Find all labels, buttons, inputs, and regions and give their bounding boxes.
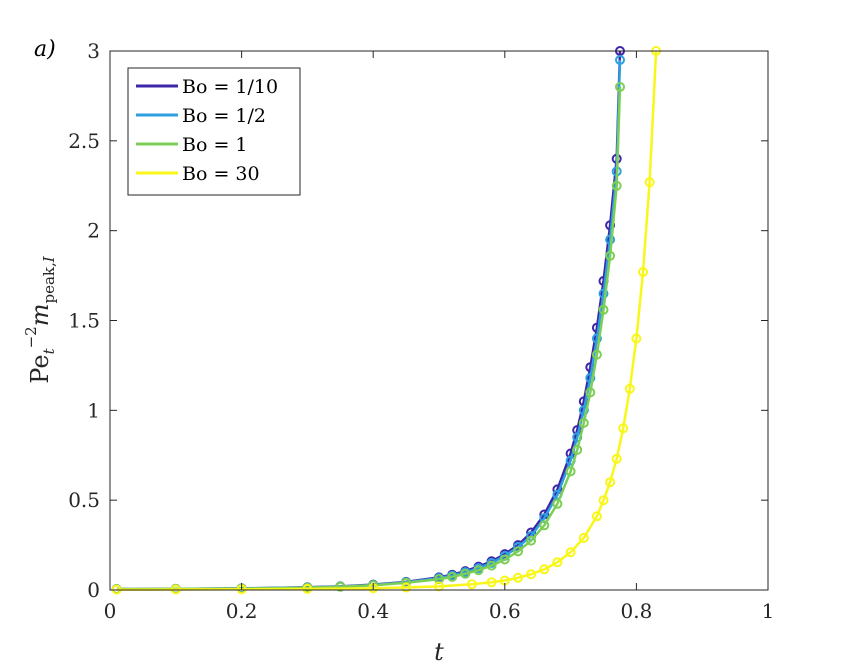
legend-label: Bo = 1/2 bbox=[182, 105, 266, 127]
data-point bbox=[578, 405, 589, 416]
data-point bbox=[611, 453, 622, 464]
data-point bbox=[585, 387, 596, 398]
x-tick-label: 0 bbox=[104, 599, 117, 623]
data-point bbox=[585, 373, 596, 383]
legend-label: Bo = 30 bbox=[182, 163, 260, 185]
data-point bbox=[335, 581, 346, 592]
data-point bbox=[611, 180, 622, 191]
series-line bbox=[116, 50, 658, 591]
y-axis-label: Pet−2mpeak,I bbox=[22, 255, 58, 383]
y-tick-label: 0.5 bbox=[68, 488, 100, 512]
x-tick-label: 1 bbox=[762, 599, 775, 623]
data-point bbox=[401, 582, 412, 593]
y-tick-label: 0 bbox=[87, 578, 100, 602]
data-point bbox=[539, 520, 550, 531]
data-point bbox=[552, 557, 563, 568]
data-point bbox=[552, 498, 563, 509]
y-tick-label: 2 bbox=[87, 219, 100, 243]
data-point bbox=[591, 511, 602, 522]
data-point bbox=[615, 55, 625, 65]
legend-label: Bo = 1/10 bbox=[182, 76, 278, 98]
data-point bbox=[615, 81, 625, 92]
x-tick-label: 0.8 bbox=[620, 599, 652, 623]
data-point bbox=[624, 383, 635, 394]
data-point bbox=[578, 532, 589, 543]
data-point bbox=[466, 579, 477, 590]
data-point bbox=[565, 466, 576, 477]
series-3 bbox=[111, 46, 662, 595]
y-tick-labels: 0 0.5 1 1.5 2 2.5 3 bbox=[68, 39, 100, 602]
data-point bbox=[565, 547, 576, 558]
data-point bbox=[499, 554, 510, 565]
y-tick-label: 2.5 bbox=[68, 129, 100, 153]
x-tick-labels: 0 0.2 0.4 0.6 0.8 1 bbox=[104, 599, 775, 623]
data-point bbox=[473, 565, 484, 576]
series-layer bbox=[111, 46, 662, 595]
data-point bbox=[526, 569, 537, 580]
x-tick-label: 0.4 bbox=[357, 599, 389, 623]
data-point bbox=[526, 535, 537, 546]
x-tick-label: 0.2 bbox=[226, 599, 258, 623]
y-tick-label: 1.5 bbox=[68, 309, 100, 333]
data-point bbox=[605, 250, 616, 261]
data-point bbox=[591, 349, 602, 360]
y-tick-label: 3 bbox=[87, 39, 100, 63]
data-point bbox=[302, 583, 313, 594]
data-point bbox=[447, 571, 458, 582]
data-point bbox=[605, 477, 616, 488]
data-point bbox=[644, 177, 655, 188]
data-point bbox=[638, 267, 648, 277]
legend-label: Bo = 1 bbox=[182, 134, 248, 156]
data-point bbox=[631, 333, 642, 344]
series-line bbox=[116, 86, 622, 591]
data-point bbox=[598, 304, 609, 315]
data-point bbox=[572, 444, 583, 455]
data-point bbox=[460, 568, 471, 579]
data-point bbox=[486, 577, 497, 588]
x-tick-label: 0.6 bbox=[489, 599, 521, 623]
data-point bbox=[618, 423, 629, 434]
data-point bbox=[513, 572, 523, 583]
x-axis-label: t bbox=[434, 638, 444, 666]
axis-ticks bbox=[109, 50, 769, 591]
panel-label: a) bbox=[34, 37, 56, 62]
data-point bbox=[539, 564, 550, 575]
data-point bbox=[598, 288, 609, 299]
y-tick-label: 1 bbox=[87, 398, 100, 422]
data-point bbox=[513, 546, 523, 557]
legend: Bo = 1/10 Bo = 1/2 Bo = 1 Bo = 30 bbox=[127, 67, 301, 196]
data-point bbox=[591, 333, 602, 344]
data-point bbox=[578, 417, 589, 428]
data-point bbox=[486, 560, 497, 571]
data-point bbox=[598, 495, 609, 506]
